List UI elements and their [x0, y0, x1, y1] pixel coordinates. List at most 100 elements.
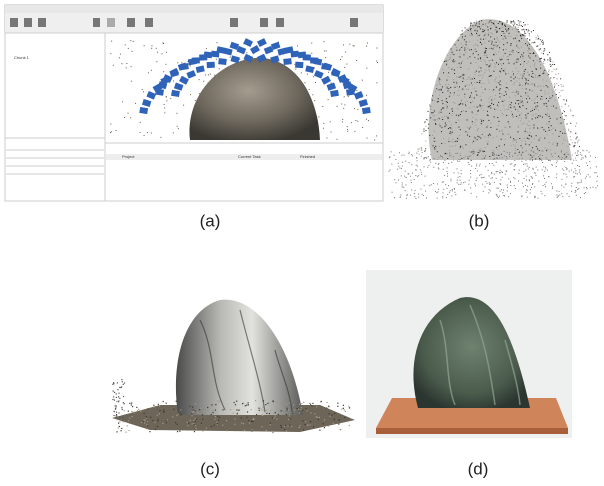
point: [312, 76, 314, 78]
point: [458, 62, 460, 64]
point: [434, 91, 436, 93]
point: [509, 54, 511, 56]
point: [239, 58, 241, 60]
point: [432, 112, 434, 114]
point: [520, 33, 522, 35]
point: [431, 113, 433, 115]
point: [531, 159, 533, 161]
point: [583, 150, 585, 152]
point: [439, 94, 441, 96]
point: [527, 95, 529, 97]
camera: [210, 50, 220, 58]
point: [243, 429, 246, 432]
point: [482, 155, 484, 157]
point: [561, 157, 563, 159]
point: [336, 105, 338, 107]
point: [543, 103, 545, 105]
point: [501, 99, 503, 101]
point: [514, 22, 516, 24]
point: [511, 91, 513, 93]
point: [340, 429, 342, 431]
point: [532, 42, 534, 44]
point: [467, 47, 469, 49]
point: [501, 189, 503, 191]
point: [502, 171, 504, 173]
point: [428, 164, 430, 166]
point: [479, 74, 481, 76]
point: [526, 179, 528, 181]
point: [453, 92, 455, 94]
point: [194, 410, 196, 412]
point: [454, 60, 456, 62]
point: [459, 176, 461, 178]
point: [575, 172, 577, 174]
point: [323, 41, 325, 43]
point: [544, 59, 546, 61]
point: [441, 89, 443, 91]
point: [469, 96, 471, 98]
point: [400, 196, 402, 198]
point: [323, 427, 325, 429]
point: [527, 168, 529, 170]
point: [298, 403, 301, 405]
point: [452, 138, 454, 140]
point: [356, 90, 358, 92]
point: [526, 115, 528, 117]
point: [523, 21, 525, 23]
point: [474, 137, 476, 139]
point: [524, 24, 526, 26]
point: [518, 169, 520, 171]
point: [118, 392, 120, 394]
point: [429, 107, 431, 109]
point: [580, 173, 582, 175]
point: [499, 83, 501, 85]
point: [595, 166, 597, 168]
point: [528, 30, 530, 32]
point: [498, 82, 500, 84]
point: [548, 74, 550, 76]
point: [491, 152, 493, 154]
camera: [284, 46, 294, 54]
point: [441, 155, 443, 157]
point: [441, 116, 443, 118]
point: [537, 127, 539, 129]
point: [504, 24, 506, 26]
point: [424, 150, 426, 152]
point: [524, 184, 526, 186]
point: [140, 410, 142, 412]
point: [437, 101, 439, 103]
point: [444, 125, 446, 127]
point: [193, 430, 196, 433]
point: [519, 41, 521, 43]
point: [236, 400, 238, 402]
point: [523, 122, 525, 124]
point: [400, 194, 402, 196]
point: [551, 164, 553, 166]
point: [515, 108, 517, 110]
point: [240, 417, 242, 419]
point: [503, 38, 505, 40]
point: [440, 111, 442, 113]
point: [456, 85, 458, 87]
point: [475, 125, 477, 127]
point: [453, 188, 455, 190]
point: [460, 62, 462, 64]
point: [477, 26, 479, 28]
point: [476, 39, 478, 41]
point: [560, 78, 562, 80]
point: [486, 110, 488, 112]
point: [490, 20, 492, 22]
camera: [243, 53, 254, 63]
point: [139, 131, 141, 133]
point: [456, 49, 458, 51]
point: [574, 144, 576, 146]
point: [180, 414, 182, 416]
point: [348, 405, 350, 407]
point: [597, 185, 599, 187]
point: [454, 86, 456, 88]
point: [442, 162, 444, 164]
point: [466, 119, 468, 121]
point: [484, 157, 486, 159]
point: [448, 88, 450, 90]
point: [112, 398, 114, 401]
